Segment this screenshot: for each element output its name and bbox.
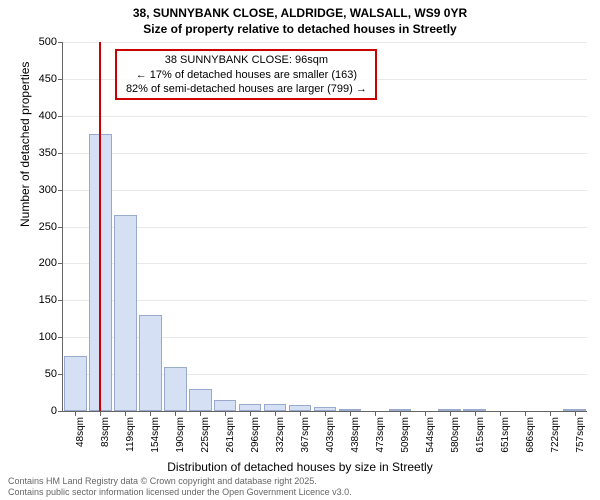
y-tick-label: 400 xyxy=(39,110,57,122)
x-tick-label: 154sqm xyxy=(150,417,161,453)
y-tick-label: 250 xyxy=(39,221,57,233)
bar xyxy=(264,404,287,411)
gridline xyxy=(63,153,587,154)
x-tick-mark xyxy=(175,411,176,416)
y-tick-label: 350 xyxy=(39,147,57,159)
x-tick-label: 225sqm xyxy=(200,417,211,453)
x-tick-mark xyxy=(225,411,226,416)
bar xyxy=(214,400,237,411)
x-tick-mark xyxy=(100,411,101,416)
x-tick-label: 332sqm xyxy=(275,417,286,453)
bar xyxy=(189,389,212,411)
x-tick-mark xyxy=(500,411,501,416)
gridline xyxy=(63,263,587,264)
y-tick-label: 300 xyxy=(39,184,57,196)
x-tick-label: 757sqm xyxy=(575,417,586,453)
x-tick-mark xyxy=(525,411,526,416)
plot-area: 05010015020025030035040045050048sqm83sqm… xyxy=(62,42,587,412)
x-tick-label: 544sqm xyxy=(425,417,436,453)
x-tick-label: 615sqm xyxy=(475,417,486,453)
y-tick-mark xyxy=(58,337,63,338)
x-tick-mark xyxy=(200,411,201,416)
gridline xyxy=(63,116,587,117)
footer-line1: Contains HM Land Registry data © Crown c… xyxy=(8,476,352,487)
x-tick-label: 686sqm xyxy=(525,417,536,453)
y-tick-mark xyxy=(58,42,63,43)
x-tick-mark xyxy=(550,411,551,416)
x-tick-mark xyxy=(125,411,126,416)
gridline xyxy=(63,42,587,43)
x-tick-label: 473sqm xyxy=(375,417,386,453)
x-tick-label: 367sqm xyxy=(300,417,311,453)
title-line2: Size of property relative to detached ho… xyxy=(0,22,600,38)
bar xyxy=(239,404,262,411)
x-tick-label: 190sqm xyxy=(175,417,186,453)
annotation-line: ← 17% of detached houses are smaller (16… xyxy=(123,68,369,82)
chart: 05010015020025030035040045050048sqm83sqm… xyxy=(62,42,587,412)
y-tick-label: 200 xyxy=(39,257,57,269)
x-tick-mark xyxy=(300,411,301,416)
x-tick-mark xyxy=(425,411,426,416)
x-tick-mark xyxy=(150,411,151,416)
y-tick-mark xyxy=(58,411,63,412)
y-tick-mark xyxy=(58,116,63,117)
x-tick-label: 722sqm xyxy=(550,417,561,453)
x-tick-label: 296sqm xyxy=(250,417,261,453)
y-axis-label: Number of detached properties xyxy=(18,62,32,227)
y-tick-mark xyxy=(58,227,63,228)
footer-line2: Contains public sector information licen… xyxy=(8,487,352,498)
gridline xyxy=(63,190,587,191)
x-axis-label: Distribution of detached houses by size … xyxy=(0,460,600,474)
y-tick-label: 150 xyxy=(39,294,57,306)
y-tick-mark xyxy=(58,79,63,80)
x-tick-label: 403sqm xyxy=(325,417,336,453)
y-tick-mark xyxy=(58,190,63,191)
annotation-line: 38 SUNNYBANK CLOSE: 96sqm xyxy=(123,53,369,67)
x-tick-mark xyxy=(450,411,451,416)
y-tick-label: 100 xyxy=(39,331,57,343)
x-tick-mark xyxy=(375,411,376,416)
x-tick-mark xyxy=(325,411,326,416)
x-tick-mark xyxy=(575,411,576,416)
y-tick-mark xyxy=(58,374,63,375)
gridline xyxy=(63,300,587,301)
x-tick-label: 509sqm xyxy=(400,417,411,453)
x-tick-mark xyxy=(75,411,76,416)
x-tick-label: 651sqm xyxy=(500,417,511,453)
y-tick-label: 500 xyxy=(39,36,57,48)
x-tick-label: 438sqm xyxy=(350,417,361,453)
y-tick-label: 0 xyxy=(51,405,57,417)
x-tick-label: 261sqm xyxy=(225,417,236,453)
y-tick-mark xyxy=(58,300,63,301)
x-tick-mark xyxy=(400,411,401,416)
y-tick-label: 450 xyxy=(39,73,57,85)
x-tick-label: 83sqm xyxy=(100,417,111,447)
x-tick-mark xyxy=(250,411,251,416)
gridline xyxy=(63,227,587,228)
x-tick-mark xyxy=(350,411,351,416)
x-tick-mark xyxy=(275,411,276,416)
reference-line xyxy=(99,42,101,411)
x-tick-mark xyxy=(475,411,476,416)
y-tick-mark xyxy=(58,153,63,154)
bar xyxy=(114,215,137,411)
y-tick-mark xyxy=(58,263,63,264)
bar xyxy=(164,367,187,411)
annotation-line: 82% of semi-detached houses are larger (… xyxy=(123,82,369,96)
x-tick-label: 580sqm xyxy=(450,417,461,453)
x-tick-label: 48sqm xyxy=(75,417,86,447)
x-tick-label: 119sqm xyxy=(125,417,136,452)
title-line1: 38, SUNNYBANK CLOSE, ALDRIDGE, WALSALL, … xyxy=(0,6,600,22)
y-tick-label: 50 xyxy=(45,368,57,380)
bar xyxy=(139,315,162,411)
annotation-box: 38 SUNNYBANK CLOSE: 96sqm← 17% of detach… xyxy=(115,49,377,100)
footer: Contains HM Land Registry data © Crown c… xyxy=(8,476,352,498)
bar xyxy=(64,356,87,411)
